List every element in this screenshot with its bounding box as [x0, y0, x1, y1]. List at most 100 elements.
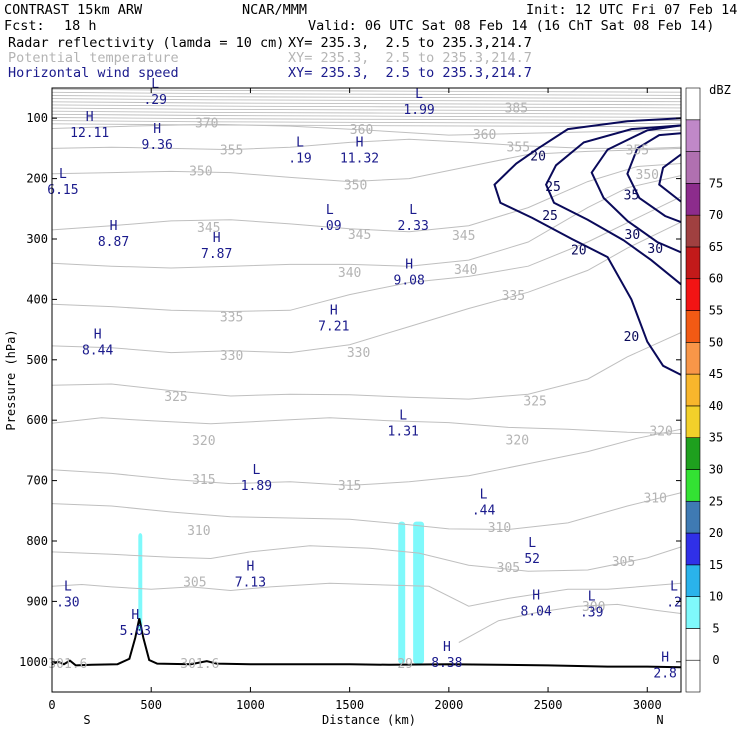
extremum-type-23: H [131, 608, 139, 623]
isentrope-label-7: 350 [189, 165, 212, 180]
colorbar-level-11: 55 [709, 304, 723, 318]
wind-speed-label-0: 20 [530, 150, 546, 165]
isentrope-label-16: 335 [502, 289, 525, 304]
isentrope-line-8 [52, 123, 681, 136]
extremum-value-19: .30 [56, 595, 79, 610]
extremum-type-8: L [409, 203, 417, 218]
isentrope-label-31: 305 [612, 555, 635, 570]
extremum-type-4: L [296, 135, 304, 150]
isentrope-label-17: 330 [220, 349, 243, 364]
isentrope-label-29: 305 [183, 575, 206, 590]
isentrope-label-34: 301.6 [180, 657, 219, 672]
init-time: Init: 12 UTC Fri 07 Feb 14 [526, 2, 738, 18]
extremum-value-22: .2 [666, 595, 682, 610]
extremum-type-6: L [59, 167, 67, 182]
isentrope-label-22: 320 [506, 434, 529, 449]
org-label: NCAR/MMM [242, 2, 308, 18]
colorbar-level-3: 15 [709, 558, 723, 572]
y-tick-label-5: 600 [26, 413, 48, 427]
colorbar-swatch-13 [685, 246, 701, 280]
wind-speed-contour-4 [658, 153, 681, 203]
colorbar-swatch-4 [685, 532, 701, 566]
colorbar-level-2: 10 [709, 590, 723, 604]
colorbar-swatch-7 [685, 437, 701, 470]
wind-speed-label-7: 20 [624, 330, 640, 345]
isentrope-line-0 [52, 417, 681, 434]
colorbar-level-1: 5 [712, 621, 719, 635]
field-xy-wind: XY= 235.3, 2.5 to 235.3,214.7 [288, 65, 532, 81]
isentrope-line-9 [52, 428, 681, 486]
extremum-value-4: .19 [288, 151, 311, 166]
field-xy-reflectivity: XY= 235.3, 2.5 to 235.3,214.7 [288, 35, 532, 51]
forecast-hour: 18 h [64, 18, 97, 34]
colorbar-level-13: 65 [709, 240, 723, 254]
wind-speed-label-1: 25 [545, 180, 561, 195]
extremum-type-17: L [528, 536, 536, 551]
colorbar-swatch-18 [685, 87, 701, 121]
extremum-value-25: 2.8 [653, 667, 676, 682]
isentrope-line-4 [52, 175, 681, 269]
extremum-type-5: H [356, 135, 364, 150]
extremum-value-20: 8.04 [520, 604, 551, 619]
isentrope-label-20: 325 [523, 394, 546, 409]
extremum-type-24: H [443, 640, 451, 655]
extremum-value-16: .44 [472, 504, 496, 519]
isentrope-label-8: 350 [344, 179, 367, 194]
y-tick-label-9: 1000 [19, 655, 48, 669]
colorbar-swatch-10 [685, 342, 701, 375]
wind-speed-contour-3 [626, 132, 681, 224]
y-tick-label-7: 800 [26, 534, 48, 548]
extremum-type-21: L [588, 590, 596, 605]
field-name-theta: Potential temperature [8, 50, 179, 66]
extremum-type-25: H [661, 651, 669, 666]
extremum-value-6: 6.15 [47, 183, 78, 198]
isentrope-line-7 [52, 138, 681, 151]
extremum-type-11: H [405, 257, 413, 272]
isentrope-label-1: 370 [195, 116, 218, 131]
isentrope-line-10 [52, 492, 681, 531]
isentrope-label-12: 345 [452, 229, 475, 244]
y-tick-label-2: 300 [26, 232, 48, 246]
upper-isentrope-line-10 [52, 120, 681, 125]
isentrope-label-13: 340 [338, 266, 361, 281]
isentrope-line-3 [52, 196, 681, 313]
upper-isentrope-line-2 [52, 95, 681, 99]
extremum-type-12: H [330, 303, 338, 318]
extremum-value-2: 12.11 [70, 126, 109, 141]
plot-frame [51, 87, 682, 693]
isentrope-label-11: 345 [348, 228, 371, 243]
extremum-value-7: .09 [318, 219, 341, 234]
isentrope-label-9: 350 [636, 168, 659, 183]
extremum-type-1: L [415, 87, 423, 102]
colorbar-level-5: 25 [709, 494, 723, 508]
extremum-value-11: 9.08 [394, 273, 425, 288]
extremum-value-3: 9.36 [142, 138, 173, 153]
extremum-type-0: L [151, 77, 159, 92]
extremum-value-9: 8.87 [98, 235, 129, 250]
isentrope-line-5 [52, 163, 681, 233]
extremum-type-2: H [86, 110, 94, 125]
extremum-type-13: H [94, 328, 102, 343]
colorbar-swatch-2 [685, 596, 701, 629]
isentrope-label-25: 315 [338, 479, 361, 494]
reflectivity-shade-1 [398, 521, 406, 664]
isentrope-label-32: 300 [582, 600, 605, 615]
isentrope-label-28: 310 [643, 492, 666, 507]
y-tick-label-4: 500 [26, 353, 48, 367]
colorbar-level-6: 30 [709, 462, 723, 476]
isentrope-label-18: 330 [347, 346, 370, 361]
colorbar-level-12: 60 [709, 272, 723, 286]
isentrope-line-12 [52, 582, 681, 607]
extremum-type-19: L [64, 579, 72, 594]
isentrope-label-30: 305 [497, 561, 520, 576]
x-tick-label-0: 0 [48, 698, 55, 712]
reflectivity-shade-2 [413, 521, 425, 664]
extremum-value-10: 7.87 [201, 247, 232, 262]
extremum-value-18: 7.13 [235, 575, 266, 590]
upper-isentrope-line-0 [52, 88, 681, 93]
colorbar-level-0: 0 [712, 653, 719, 667]
colorbar-level-15: 75 [709, 176, 723, 190]
isentrope-line-2 [52, 221, 681, 354]
extremum-type-3: H [153, 122, 161, 137]
extremum-type-18: H [247, 559, 255, 574]
